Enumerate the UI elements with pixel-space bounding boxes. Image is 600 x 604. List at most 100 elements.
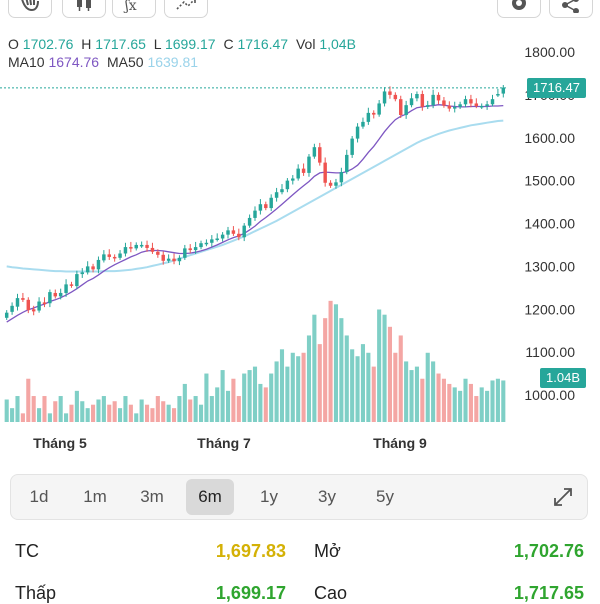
- candle-body: [31, 309, 36, 312]
- volume-bar: [252, 366, 258, 422]
- expand-icon[interactable]: [549, 483, 577, 511]
- volume-bar: [317, 344, 322, 422]
- ma50-line: [6, 119, 504, 273]
- candle-body: [156, 251, 160, 255]
- volume-bar: [495, 378, 500, 422]
- reference-price-label: TC: [15, 541, 39, 561]
- candle-body: [172, 258, 176, 262]
- candle-body: [426, 105, 430, 107]
- x-tick-label: Tháng 5: [33, 435, 87, 451]
- timeframe-5y[interactable]: 5y: [376, 487, 394, 506]
- volume-bar: [339, 318, 344, 422]
- volume-bar: [220, 370, 225, 422]
- volume-bar: [4, 399, 9, 422]
- volume-bar: [323, 318, 328, 422]
- timeframe-6m[interactable]: 6m: [186, 479, 234, 515]
- candle-body: [150, 247, 155, 252]
- volume-bar: [468, 383, 473, 422]
- candle-body: [48, 292, 52, 304]
- candle-body: [447, 105, 452, 109]
- timeframe-selector: 1d 1m 3m 6m 1y 3y 5y: [10, 474, 588, 520]
- indicator-fx-icon[interactable]: ʃx: [112, 0, 156, 18]
- candle-body: [161, 254, 165, 261]
- volume-bar: [182, 383, 187, 422]
- timeframe-3y[interactable]: 3y: [318, 487, 336, 506]
- candle-body: [80, 272, 84, 275]
- candle-body: [496, 94, 500, 96]
- volume-bar: [301, 352, 306, 422]
- volume-bar: [436, 373, 441, 422]
- volume-bar: [333, 304, 339, 422]
- open-price-value: 1,702.76: [513, 541, 584, 561]
- price-tick-label: 1200.00: [524, 301, 575, 317]
- candle-body: [139, 244, 144, 247]
- volume-label: Vol: [295, 36, 316, 52]
- price-tick-label: 1400.00: [524, 216, 575, 232]
- volume-bar: [366, 352, 371, 422]
- candle-body: [436, 94, 441, 101]
- volume-bar: [128, 404, 133, 422]
- volume-bar: [112, 401, 117, 422]
- volume-bar: [258, 383, 263, 422]
- ma50-value: 1639.81: [147, 54, 199, 70]
- candle-body: [280, 189, 284, 193]
- candle-body: [350, 138, 354, 155]
- candle-body: [204, 242, 209, 245]
- drawing-tool-icon[interactable]: [164, 0, 208, 18]
- volume-bar: [479, 387, 484, 422]
- timeframe-1d[interactable]: 1d: [29, 487, 49, 506]
- volume-bar: [31, 396, 36, 422]
- candle-body: [474, 103, 479, 107]
- volume-bar: [139, 399, 144, 422]
- candle-body: [399, 99, 403, 116]
- share-icon[interactable]: [549, 0, 593, 18]
- candle-body: [21, 298, 25, 300]
- candle-body: [285, 180, 290, 190]
- candle-body: [377, 103, 381, 115]
- volume-bar: [242, 373, 247, 422]
- candle-body: [296, 168, 300, 179]
- candle-body: [177, 257, 182, 262]
- hand-icon[interactable]: [8, 0, 52, 18]
- volume-bar: [398, 335, 403, 422]
- candle-body: [463, 99, 468, 105]
- price-tick-label: 1000.00: [524, 387, 575, 403]
- candle-body: [404, 105, 408, 116]
- candlestick-icon[interactable]: [62, 0, 106, 18]
- candle-body: [37, 301, 41, 311]
- volume-bar: [166, 404, 171, 422]
- candle-body: [58, 292, 63, 297]
- timeframe-1y[interactable]: 1y: [260, 487, 278, 506]
- close-label: C: [223, 36, 234, 52]
- candle-body: [107, 254, 111, 257]
- volume-bar: [231, 378, 236, 422]
- candle-body: [334, 182, 338, 186]
- candle-body: [215, 238, 219, 241]
- candle-body: [469, 99, 473, 104]
- volume-bar: [26, 378, 31, 422]
- candle-body: [372, 112, 376, 115]
- timeframe-1m[interactable]: 1m: [83, 487, 107, 506]
- volume-bar: [96, 399, 101, 422]
- candle-body: [301, 168, 306, 173]
- candle-body: [361, 121, 365, 127]
- price-chart[interactable]: 1800.001700.001600.001500.001400.001300.…: [0, 0, 600, 470]
- settings-icon[interactable]: [497, 0, 541, 18]
- low-label: L: [153, 36, 162, 52]
- candle-body: [210, 239, 214, 243]
- volume-bar: [236, 396, 241, 422]
- timeframe-3m[interactable]: 3m: [140, 487, 164, 506]
- volume-bar: [474, 396, 479, 422]
- volume-bar: [215, 387, 220, 422]
- high-label: H: [81, 36, 92, 52]
- ma50-label: MA50: [106, 54, 144, 70]
- candle-body: [366, 112, 371, 122]
- candle-body: [129, 247, 133, 249]
- candle-body: [4, 312, 9, 318]
- volume-bar: [447, 383, 452, 422]
- price-tick-label: 1500.00: [524, 173, 575, 189]
- volume-bar: [409, 370, 414, 422]
- candle-body: [53, 292, 58, 297]
- volume-bar: [404, 361, 409, 422]
- volume-bar: [150, 408, 155, 422]
